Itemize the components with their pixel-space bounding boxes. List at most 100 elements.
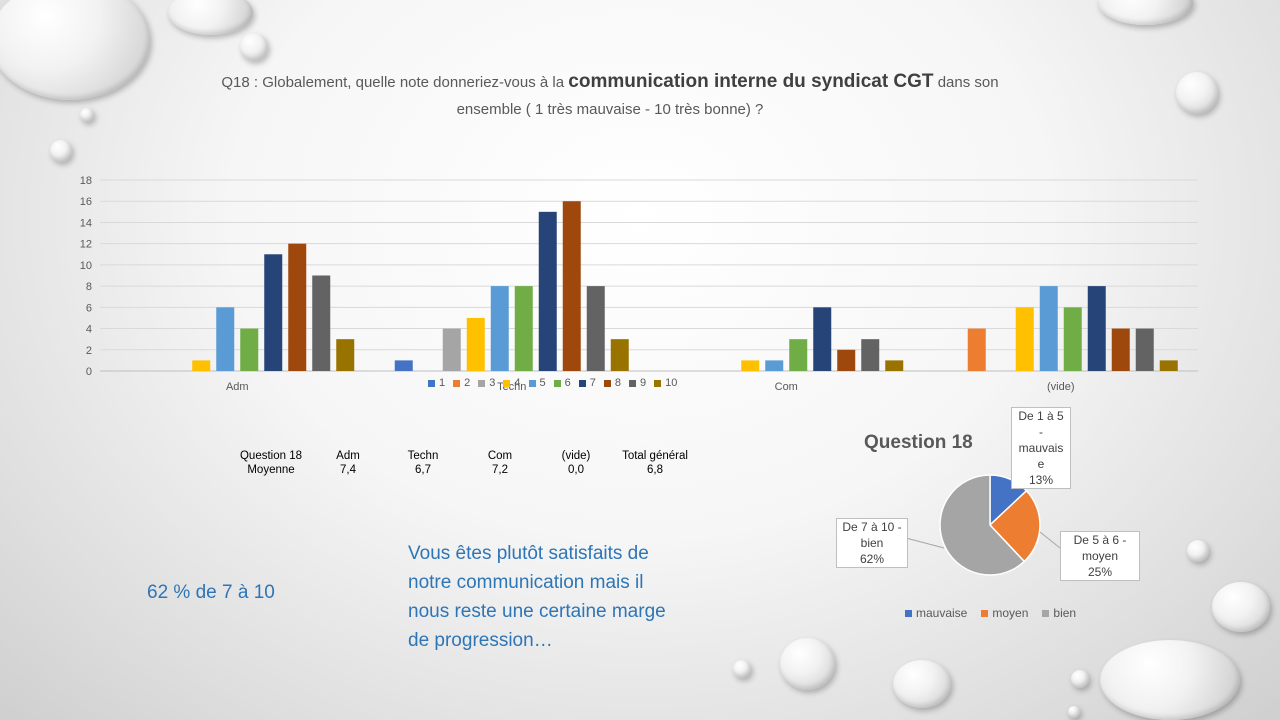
legend-swatch xyxy=(478,379,486,387)
table-header-cell: Total général xyxy=(622,450,688,462)
legend-swatch xyxy=(1042,609,1050,617)
table-cell: 7,4 xyxy=(340,464,356,476)
water-drop-decoration xyxy=(1187,540,1209,562)
bar-Adm-7 xyxy=(264,254,283,371)
title-line-1: Q18 : Globalement, quelle note donneriez… xyxy=(150,68,1070,96)
pie-legend-item: mauvaise xyxy=(905,606,967,620)
legend-swatch xyxy=(553,379,561,387)
title-suffix: dans son xyxy=(937,74,999,91)
bar-Com-9 xyxy=(861,339,880,371)
water-drop-decoration xyxy=(733,660,751,678)
water-drop-decoration xyxy=(780,638,835,690)
legend-swatch xyxy=(578,379,586,387)
table-cell: 7,2 xyxy=(492,464,508,476)
legend-label: 7 xyxy=(589,377,596,389)
table-cell: 0,0 xyxy=(568,464,584,476)
table-header-cell: Question 18 xyxy=(239,450,302,462)
question-title: Q18 : Globalement, quelle note donneriez… xyxy=(150,68,1070,123)
water-drop-decoration xyxy=(1212,582,1270,632)
legend-swatch xyxy=(981,609,989,617)
bar-Techn-6 xyxy=(514,286,533,371)
legend-item: 5 xyxy=(528,377,546,389)
bar-Com-8 xyxy=(837,349,856,371)
legend-item: 4 xyxy=(503,377,521,389)
legend-label: 2 xyxy=(464,377,471,389)
pie-label-moyen: De 5 à 6 - moyen 25% xyxy=(1060,531,1140,581)
pie-legend-item: bien xyxy=(1042,606,1076,620)
pie-label-line: moyen xyxy=(1081,549,1119,563)
y-tick-label: 2 xyxy=(86,345,92,357)
legend-item: 3 xyxy=(478,377,495,389)
y-tick-label: 10 xyxy=(80,260,92,272)
y-tick-label: 16 xyxy=(80,196,92,208)
pie-label-line: 62% xyxy=(859,552,885,566)
table-cell: 6,8 xyxy=(647,464,663,476)
x-category-label: (vide) xyxy=(1047,381,1075,393)
legend-label: moyen xyxy=(992,606,1029,620)
bar-Adm-10 xyxy=(336,339,355,371)
legend-label: 8 xyxy=(614,377,621,389)
bar-Adm-5 xyxy=(216,307,235,371)
bar-vide-8 xyxy=(1111,328,1130,371)
pie-label-line: De 1 à 5 xyxy=(1018,409,1064,423)
legend-swatch xyxy=(905,609,912,617)
legend-item: 1 xyxy=(428,377,445,389)
legend-label: 1 xyxy=(439,377,446,389)
bar-vide-5 xyxy=(1039,286,1058,371)
bar-chart-legend: 1 2 3 4 5 6 7 8 9 10 xyxy=(428,377,677,389)
bar-Adm-9 xyxy=(312,275,331,371)
x-category-label: Adm xyxy=(226,381,249,393)
water-drop-decoration xyxy=(1100,640,1240,720)
legend-swatch xyxy=(629,379,636,387)
legend-label: bien xyxy=(1053,606,1077,620)
y-tick-label: 8 xyxy=(86,281,92,293)
bar-Techn-9 xyxy=(586,286,605,371)
bar-Com-7 xyxy=(813,307,832,371)
pie-legend-item: moyen xyxy=(981,606,1028,620)
pie-label-line: bien xyxy=(860,536,884,550)
bar-Techn-7 xyxy=(538,211,557,371)
water-drop-decoration xyxy=(50,140,72,162)
water-drop-decoration xyxy=(0,0,150,100)
legend-item: 2 xyxy=(453,377,470,389)
legend-label: 10 xyxy=(665,377,678,389)
water-drop-decoration xyxy=(168,0,253,35)
legend-swatch xyxy=(428,379,435,387)
pie-label-line: 25% xyxy=(1087,565,1113,579)
legend-label: mauvaise xyxy=(916,606,968,620)
pie-label-line: - xyxy=(1039,425,1043,439)
table-header-cell: Techn xyxy=(407,450,439,462)
legend-label: 4 xyxy=(514,377,521,389)
table-header-cell: Com xyxy=(487,450,513,462)
average-table-header: Question 18 Adm Techn Com (vide) Total g… xyxy=(230,450,696,464)
bar-vide-9 xyxy=(1135,328,1154,371)
bar-vide-6 xyxy=(1063,307,1082,371)
table-cell: 6,7 xyxy=(415,464,431,476)
legend-label: 6 xyxy=(564,377,571,389)
legend-label: 3 xyxy=(489,377,496,389)
legend-item: 8 xyxy=(603,377,621,389)
pie-label-line: e xyxy=(1037,457,1045,471)
legend-swatch xyxy=(453,379,461,387)
bar-Techn-3 xyxy=(442,328,461,371)
legend-label: 5 xyxy=(539,377,546,389)
legend-swatch xyxy=(528,379,536,387)
water-drop-decoration xyxy=(893,660,951,708)
table-cell: Moyenne xyxy=(247,464,295,476)
pie-label-line: 13% xyxy=(1028,473,1054,487)
title-emphasis: communication interne du syndicat CGT xyxy=(568,71,934,92)
legend-label: 9 xyxy=(640,377,647,389)
y-tick-label: 12 xyxy=(80,239,92,251)
legend-item: 6 xyxy=(553,377,571,389)
bar-vide-2 xyxy=(967,328,986,371)
pie-label-mauvaise: De 1 à 5 - mauvais e 13% xyxy=(1011,407,1071,489)
table-header-cell: (vide) xyxy=(561,450,591,462)
bar-Com-5 xyxy=(765,360,784,371)
x-category-label: Com xyxy=(775,381,798,393)
legend-swatch xyxy=(603,379,611,387)
legend-swatch xyxy=(654,379,662,387)
average-table: Question 18 Adm Techn Com (vide) Total g… xyxy=(230,450,696,478)
bar-Techn-8 xyxy=(562,201,581,371)
title-line-2: ensemble ( 1 très mauvaise - 10 très bon… xyxy=(456,101,764,118)
